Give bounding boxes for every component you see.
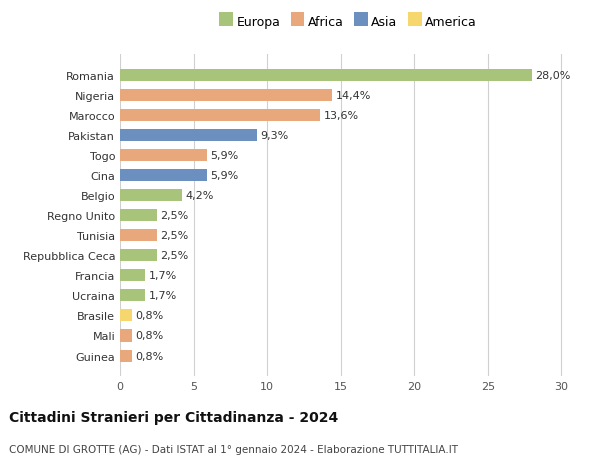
Text: 2,5%: 2,5% xyxy=(160,251,189,261)
Bar xyxy=(120,210,157,222)
Text: 1,7%: 1,7% xyxy=(149,271,177,281)
Text: 4,2%: 4,2% xyxy=(185,191,214,201)
Text: 2,5%: 2,5% xyxy=(160,211,189,221)
Legend: Europa, Africa, Asia, America: Europa, Africa, Asia, America xyxy=(217,13,479,31)
Bar xyxy=(120,130,257,142)
Bar xyxy=(120,70,532,82)
Bar xyxy=(120,150,207,162)
Text: 1,7%: 1,7% xyxy=(149,291,177,301)
Text: 0,8%: 0,8% xyxy=(136,351,164,361)
Text: 0,8%: 0,8% xyxy=(136,331,164,341)
Bar xyxy=(120,230,157,242)
Bar xyxy=(120,90,332,102)
Bar xyxy=(120,270,145,282)
Bar xyxy=(120,310,132,322)
Text: 5,9%: 5,9% xyxy=(211,171,239,181)
Text: 0,8%: 0,8% xyxy=(136,311,164,321)
Text: 9,3%: 9,3% xyxy=(260,131,289,141)
Bar xyxy=(120,190,182,202)
Bar xyxy=(120,290,145,302)
Bar xyxy=(120,170,207,182)
Text: 5,9%: 5,9% xyxy=(211,151,239,161)
Bar xyxy=(120,330,132,342)
Text: 2,5%: 2,5% xyxy=(160,231,189,241)
Text: Cittadini Stranieri per Cittadinanza - 2024: Cittadini Stranieri per Cittadinanza - 2… xyxy=(9,411,338,425)
Text: COMUNE DI GROTTE (AG) - Dati ISTAT al 1° gennaio 2024 - Elaborazione TUTTITALIA.: COMUNE DI GROTTE (AG) - Dati ISTAT al 1°… xyxy=(9,444,458,454)
Bar xyxy=(120,350,132,362)
Text: 13,6%: 13,6% xyxy=(324,111,359,121)
Bar xyxy=(120,250,157,262)
Bar xyxy=(120,110,320,122)
Text: 28,0%: 28,0% xyxy=(536,71,571,81)
Text: 14,4%: 14,4% xyxy=(335,91,371,101)
